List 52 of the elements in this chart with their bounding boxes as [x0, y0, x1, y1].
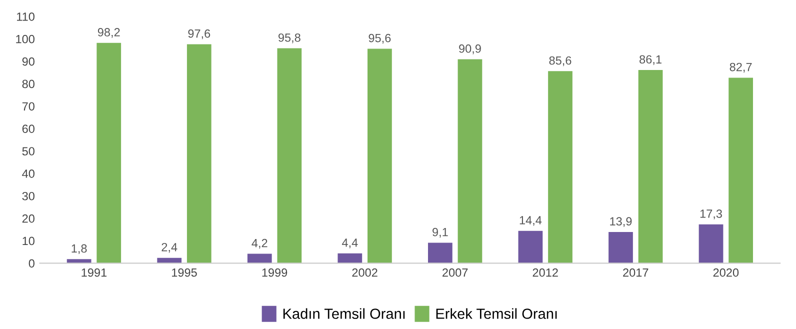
bar: [96, 42, 122, 264]
bar: [728, 78, 753, 264]
bar: [548, 71, 572, 264]
y-tick-label: 50: [22, 147, 34, 156]
data-label: 85,6: [549, 56, 572, 66]
legend-label: Kadın Temsil Oranı: [283, 308, 405, 319]
y-tick-label: 100: [16, 34, 34, 44]
x-tick-label: 1999: [262, 268, 288, 277]
bar: [458, 59, 482, 264]
y-tick-label: 0: [28, 259, 34, 268]
y-tick-label: 10: [22, 236, 34, 246]
data-label: 2,4: [162, 242, 178, 253]
bar: [338, 253, 362, 264]
bar: [638, 70, 663, 264]
y-tick-label: 20: [22, 214, 34, 223]
y-tick-label: 60: [22, 124, 34, 134]
y-tick-label: 30: [22, 192, 34, 200]
data-label: 1,8: [72, 244, 87, 254]
legend-label: Erkek Temsil Oranı: [436, 308, 557, 319]
data-label: 90,9: [459, 44, 481, 54]
bar: [698, 224, 724, 264]
data-label: 17,3: [700, 210, 722, 220]
data-label: 97,6: [188, 29, 210, 40]
y-tick-label: 40: [22, 170, 34, 178]
bar: [247, 254, 272, 264]
bar: [186, 44, 212, 264]
bar: [428, 242, 452, 264]
data-label: 14,4: [520, 216, 542, 226]
data-label: 86,1: [640, 55, 662, 65]
x-tick-label: 2007: [442, 268, 468, 277]
data-label: 95,8: [278, 33, 300, 44]
x-tick-label: 1991: [82, 268, 107, 277]
data-label: 95,6: [368, 34, 391, 44]
data-label: 4,4: [342, 238, 358, 248]
y-tick-label: 80: [22, 80, 34, 88]
bar: [608, 232, 633, 264]
x-tick-label: 2017: [623, 268, 648, 277]
y-tick-label: 110: [17, 12, 34, 21]
y-tick-label: 90: [22, 57, 34, 66]
data-label: 98,2: [98, 28, 120, 38]
x-tick-label: 2020: [713, 268, 739, 277]
x-tick-label: 2012: [532, 268, 558, 277]
bar: [518, 230, 543, 264]
x-tick-label: 1995: [172, 268, 197, 277]
data-label: 9,1: [432, 228, 448, 238]
bar: [368, 48, 392, 264]
data-label: 82,7: [730, 62, 752, 73]
y-tick-label: 70: [22, 102, 34, 111]
bar: [277, 48, 302, 264]
data-label: 4,2: [252, 238, 268, 249]
x-tick-label: 2002: [352, 268, 378, 277]
data-label: 13,9: [610, 217, 632, 227]
